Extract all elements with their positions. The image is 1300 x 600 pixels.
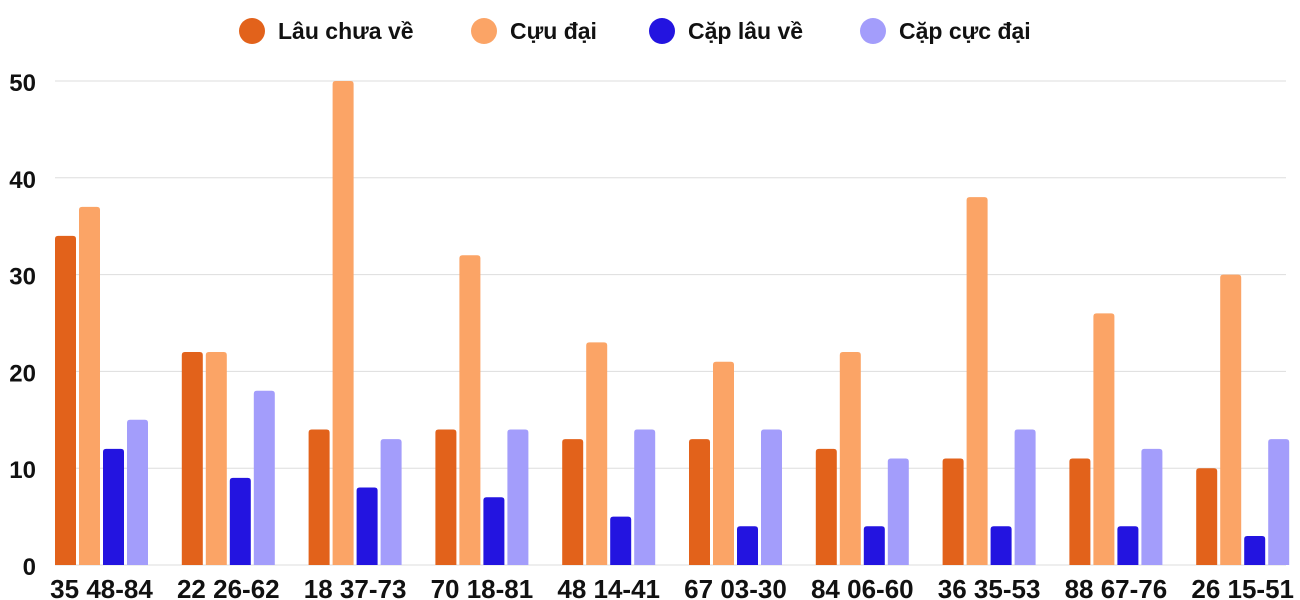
bar (435, 429, 457, 565)
bar (1069, 458, 1091, 565)
legend-item: Cặp lâu về (649, 18, 803, 44)
bar (356, 487, 378, 565)
bar (562, 439, 584, 565)
bar (839, 352, 861, 565)
bar (507, 429, 529, 565)
y-tick-label: 0 (23, 554, 36, 581)
bar (761, 429, 782, 565)
x-tick-label: 88 67-76 (1065, 574, 1168, 600)
bar (459, 255, 481, 566)
x-tick-label: 26 15-51 (1191, 574, 1294, 600)
bar (1141, 448, 1163, 565)
y-axis-tick-labels: 0 10 20 30 40 50 (9, 70, 36, 581)
legend-label: Lâu chưa về (278, 18, 414, 44)
legend-label: Cặp lâu về (688, 18, 803, 44)
bar (887, 458, 909, 565)
legend: Lâu chưa về Cựu đại Cặp lâu về Cặp cực đại (239, 18, 1031, 44)
x-axis-tick-labels: 35 48-84 22 26-62 18 37-73 70 18-81 48 14-41… (50, 574, 1294, 600)
x-tick-label: 36 35-53 (938, 574, 1041, 600)
bar (689, 439, 710, 565)
bar (181, 352, 203, 565)
legend-item: Lâu chưa về (239, 18, 414, 44)
bar (966, 197, 988, 565)
bar (634, 429, 656, 565)
legend-item: Cặp cực đại (860, 18, 1031, 44)
bar (1093, 313, 1115, 565)
bar (253, 390, 275, 565)
bar (332, 81, 354, 565)
x-tick-label: 67 03-30 (684, 574, 787, 600)
y-tick-label: 10 (9, 457, 36, 484)
bar (103, 448, 124, 565)
legend-item: Cựu đại (471, 18, 597, 44)
bar (380, 439, 402, 565)
x-tick-label: 35 48-84 (50, 574, 153, 600)
y-tick-label: 40 (9, 167, 36, 194)
bar (308, 429, 330, 565)
bar (229, 477, 251, 565)
bar (1220, 274, 1242, 565)
y-tick-label: 30 (9, 264, 36, 291)
bar (1244, 535, 1266, 565)
legend-marker (649, 18, 675, 44)
bar (1014, 429, 1036, 565)
x-tick-label: 22 26-62 (177, 574, 280, 600)
legend-label: Cặp cực đại (899, 18, 1031, 44)
bar (942, 458, 964, 565)
bar (610, 516, 632, 565)
y-tick-label: 50 (9, 70, 36, 97)
bar (55, 235, 76, 565)
x-tick-label: 18 37-73 (304, 574, 407, 600)
x-tick-label: 48 14-41 (557, 574, 660, 600)
bar (1117, 526, 1139, 565)
bar (713, 361, 734, 565)
legend-marker (239, 18, 265, 44)
bar (205, 352, 227, 565)
bars (55, 81, 1290, 566)
bar (586, 342, 608, 565)
bar (1196, 468, 1218, 565)
bar (79, 206, 100, 565)
bar (1268, 439, 1290, 565)
legend-marker (860, 18, 886, 44)
y-tick-label: 20 (9, 360, 36, 387)
legend-label: Cựu đại (510, 18, 597, 44)
bar (483, 497, 505, 565)
bar (737, 526, 758, 565)
bar (815, 448, 837, 565)
legend-marker (471, 18, 497, 44)
x-tick-label: 84 06-60 (811, 574, 914, 600)
bar (863, 526, 885, 565)
bar (990, 526, 1012, 565)
bar (127, 419, 148, 565)
x-tick-label: 70 18-81 (431, 574, 534, 600)
